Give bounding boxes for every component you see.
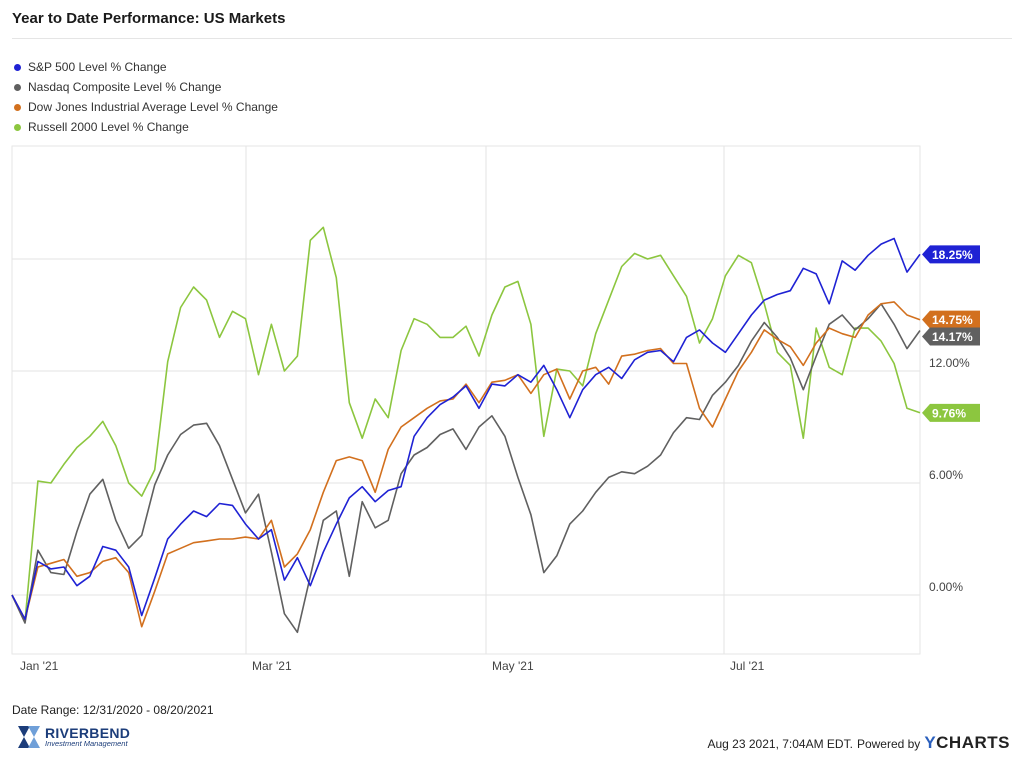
end-value-flag xyxy=(922,245,980,264)
y-tick-label: 0.00% xyxy=(929,580,963,594)
chart-title: Year to Date Performance: US Markets xyxy=(12,10,286,27)
ycharts-logo-text: CHARTS xyxy=(936,733,1010,752)
date-range: Date Range: 12/31/2020 - 08/20/2021 xyxy=(12,703,214,717)
x-tick-label: Jul '21 xyxy=(730,659,765,673)
x-tick-label: Jan '21 xyxy=(20,659,59,673)
riverbend-logo-icon xyxy=(18,726,40,748)
end-value-label: 9.76% xyxy=(932,406,966,420)
end-value-label: 14.17% xyxy=(932,330,973,344)
footer-attribution: Aug 23 2021, 7:04AM EDT. Powered by YCHA… xyxy=(708,733,1011,753)
legend-item-dow[interactable]: Dow Jones Industrial Average Level % Cha… xyxy=(14,97,278,117)
legend-label-dow: Dow Jones Industrial Average Level % Cha… xyxy=(28,100,278,114)
legend-dot-sp500 xyxy=(14,63,21,71)
riverbend-logo: RIVERBEND Investment Management xyxy=(16,724,130,750)
title-divider xyxy=(12,38,1012,39)
ycharts-logo[interactable]: YCHARTS xyxy=(924,733,1010,753)
end-value-flag xyxy=(922,327,980,346)
y-tick-label: 6.00% xyxy=(929,468,963,482)
legend-item-sp500[interactable]: S&P 500 Level % Change xyxy=(14,57,278,77)
timestamp: Aug 23 2021, 7:04AM EDT. xyxy=(707,737,853,751)
logo-name: RIVERBEND xyxy=(45,725,131,742)
plot-area xyxy=(11,145,921,655)
x-tick-label: Mar '21 xyxy=(252,659,292,673)
legend-item-nasdaq[interactable]: Nasdaq Composite Level % Change xyxy=(14,77,278,97)
x-tick-label: May '21 xyxy=(492,659,534,673)
legend-dot-nasdaq xyxy=(14,83,21,91)
series-line xyxy=(11,226,921,622)
end-value-label: 14.75% xyxy=(932,313,973,327)
series-line xyxy=(11,302,921,634)
legend-dot-dow xyxy=(14,103,21,111)
legend-dot-russell xyxy=(14,123,21,131)
end-value-label: 18.25% xyxy=(932,248,973,262)
line-chart: Jan '21 Mar '21 May '21 Jul '21 0.00% 6.00% 12… xyxy=(11,145,980,673)
legend-label-nasdaq: Nasdaq Composite Level % Change xyxy=(28,80,222,94)
legend-item-russell[interactable]: Russell 2000 Level % Change xyxy=(14,117,278,137)
ycharts-logo-y: Y xyxy=(924,733,937,752)
series-line xyxy=(11,237,921,621)
series-line xyxy=(11,301,921,628)
powered-by-label: Powered by xyxy=(856,737,921,751)
legend-label-sp500: S&P 500 Level % Change xyxy=(28,60,167,74)
legend-label-russell: Russell 2000 Level % Change xyxy=(28,120,189,134)
legend: S&P 500 Level % Change Nasdaq Composite … xyxy=(14,57,278,137)
end-value-flag xyxy=(922,403,980,422)
y-tick-label: 12.00% xyxy=(929,356,970,370)
end-value-flag xyxy=(922,310,980,329)
logo-subtitle: Investment Management xyxy=(45,739,128,749)
